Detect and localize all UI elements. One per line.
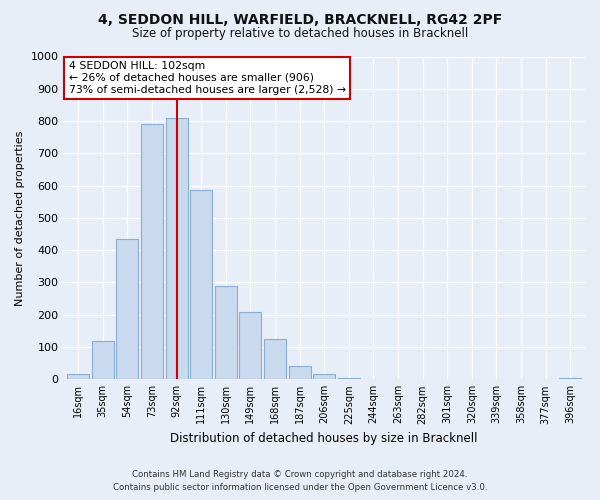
Bar: [215, 286, 237, 380]
Bar: [313, 374, 335, 380]
Bar: [264, 339, 286, 380]
Text: Contains HM Land Registry data © Crown copyright and database right 2024.
Contai: Contains HM Land Registry data © Crown c…: [113, 470, 487, 492]
Bar: [116, 239, 139, 380]
Bar: [190, 190, 212, 380]
Bar: [67, 374, 89, 380]
Y-axis label: Number of detached properties: Number of detached properties: [15, 130, 25, 306]
Bar: [362, 378, 385, 380]
Bar: [141, 124, 163, 380]
Bar: [338, 378, 360, 380]
Text: 4, SEDDON HILL, WARFIELD, BRACKNELL, RG42 2PF: 4, SEDDON HILL, WARFIELD, BRACKNELL, RG4…: [98, 12, 502, 26]
Bar: [166, 118, 188, 380]
Bar: [92, 340, 114, 380]
Text: 4 SEDDON HILL: 102sqm
← 26% of detached houses are smaller (906)
73% of semi-det: 4 SEDDON HILL: 102sqm ← 26% of detached …: [68, 62, 346, 94]
X-axis label: Distribution of detached houses by size in Bracknell: Distribution of detached houses by size …: [170, 432, 478, 445]
Bar: [559, 378, 581, 380]
Text: Size of property relative to detached houses in Bracknell: Size of property relative to detached ho…: [132, 28, 468, 40]
Bar: [239, 312, 262, 380]
Bar: [289, 366, 311, 380]
